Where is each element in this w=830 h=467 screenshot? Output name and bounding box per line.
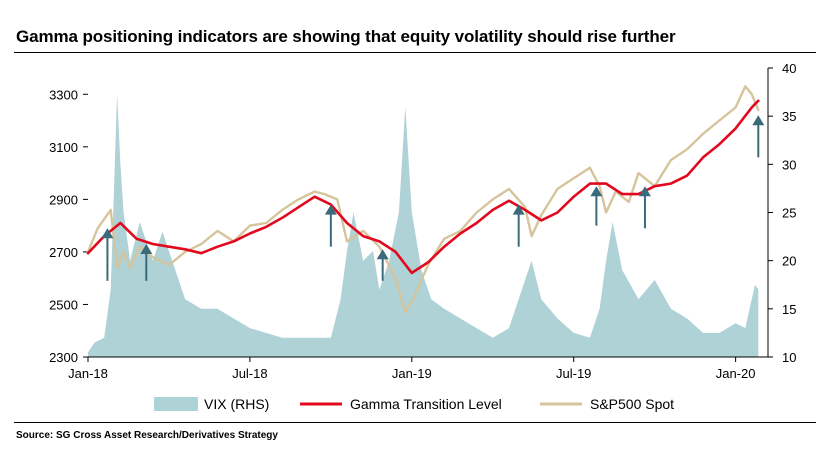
arrow-marker [324,204,337,247]
left-tick-label: 2700 [49,245,78,260]
legend-item-gamma: Gamma Transition Level [300,396,502,412]
arrow-head [638,186,651,197]
right-tick-label: 20 [782,254,796,269]
sp500-spot-line [86,85,760,314]
vix-area [88,94,759,357]
left-tick-label: 3300 [49,87,78,102]
arrow-marker [752,115,765,158]
left-tick-label: 2300 [49,350,78,365]
right-tick-label: 30 [782,157,796,172]
source-note: Source: SG Cross Asset Research/Derivati… [16,430,278,441]
legend-label: S&P500 Spot [590,396,674,412]
legend-item-vix: VIX (RHS) [154,396,269,412]
arrow-marker [101,228,114,281]
arrow-marker [590,186,603,226]
arrow-marker [638,186,651,229]
right-tick-label: 10 [782,350,796,365]
vix-area-layer [88,94,759,357]
arrows-layer [101,115,765,281]
left-tick-label: 2500 [49,297,78,312]
right-tick-label: 40 [782,61,796,76]
arrow-marker [376,249,389,281]
arrow-marker [140,244,153,281]
right-tick-label: 35 [782,109,796,124]
gamma-transition-line [86,99,760,275]
x-tick-label: Jul-19 [556,366,591,381]
arrow-marker [512,204,525,247]
arrow-head [140,244,153,255]
legend-swatch [154,397,198,411]
arrow-head [512,204,525,215]
left-tick-label: 2900 [49,192,78,207]
arrow-head [376,249,389,260]
x-tick-label: Jan-19 [392,366,432,381]
x-tick-label: Jul-18 [232,366,267,381]
x-tick-label: Jan-20 [716,366,756,381]
arrow-head [324,204,337,215]
legend-item-sp500: S&P500 Spot [540,396,674,412]
axes-layer: 2300 2500 2700 2900 3100 3300 10 15 20 25 30 35 40 Ja… [49,61,796,381]
legend-label: Gamma Transition Level [350,396,502,412]
title-divider [14,52,816,53]
x-tick-label: Jan-18 [68,366,108,381]
chart-title: Gamma positioning indicators are showing… [16,27,676,46]
footer-divider [14,422,816,423]
legend: VIX (RHS) Gamma Transition Level S&P500 Sp… [154,396,674,412]
left-tick-label: 3100 [49,140,78,155]
arrow-head [590,186,603,197]
legend-label: VIX (RHS) [204,396,269,412]
right-tick-label: 15 [782,302,796,317]
right-tick-label: 25 [782,206,796,221]
lines-layer [86,85,760,314]
arrow-head [752,115,765,126]
arrow-head [101,228,114,239]
